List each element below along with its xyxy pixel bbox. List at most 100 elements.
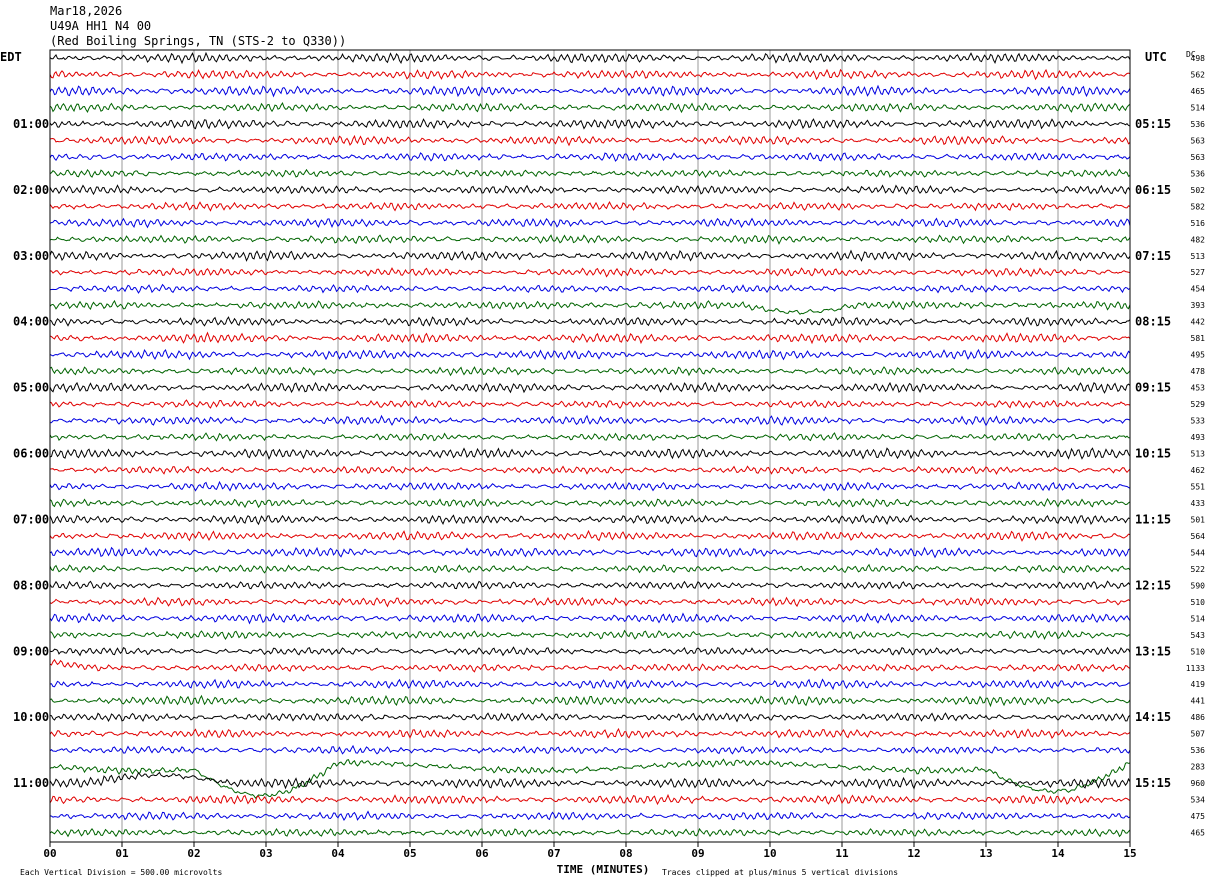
right-hour-label: 13:15 (1135, 644, 1171, 658)
seismic-trace-36 (49, 629, 1131, 641)
x-tick-label: 12 (907, 847, 920, 860)
x-tick-label: 03 (259, 847, 272, 860)
dc-offset-label: 1133 (1186, 664, 1205, 673)
dc-offset-label: 510 (1191, 598, 1206, 607)
x-tick-label: 02 (187, 847, 200, 860)
right-hour-label: 10:15 (1135, 447, 1171, 461)
dc-offset-label: 454 (1191, 285, 1206, 294)
dc-offset-label: 514 (1191, 614, 1206, 623)
dc-offset-label: 533 (1191, 417, 1206, 426)
seismic-traces (49, 51, 1131, 838)
dc-offset-label: 498 (1191, 54, 1206, 63)
seismic-trace-19 (49, 348, 1131, 361)
axis-labels: 00 01 02 03 04 05 06 07 08 09 10 11 12 13 14 15 01:00 02:… (13, 54, 1205, 860)
plot-frame (49, 49, 1131, 843)
left-timezone-label: EDT (0, 50, 22, 64)
seismic-trace-13 (49, 249, 1131, 262)
seismic-trace-2 (49, 68, 1131, 81)
dc-offset-label: 442 (1191, 318, 1206, 327)
seismic-trace-24 (49, 432, 1131, 442)
right-hour-label: 11:15 (1135, 512, 1171, 526)
dc-offset-label: 536 (1191, 120, 1206, 129)
seismic-trace-38 (49, 658, 1131, 673)
dc-offset-label: 482 (1191, 235, 1206, 244)
dc-label: DC (1186, 50, 1196, 59)
seismic-trace-29 (49, 514, 1131, 526)
dc-offset-label: 495 (1191, 351, 1206, 360)
seismic-trace-28 (49, 498, 1131, 509)
right-timezone-label: UTC (1145, 50, 1167, 64)
location-label: (Red Boiling Springs, TN (STS-2 to Q330)… (50, 34, 347, 48)
x-tick-label: 07 (547, 847, 560, 860)
seismic-trace-5 (49, 118, 1131, 130)
dc-offset-label: 543 (1191, 631, 1206, 640)
dc-offset-label: 563 (1191, 153, 1206, 162)
seismic-trace-22 (49, 399, 1131, 409)
dc-offset-label: 582 (1191, 202, 1206, 211)
right-hour-label: 09:15 (1135, 381, 1171, 395)
seismic-trace-21 (49, 381, 1131, 394)
date-label: Mar18,2026 (50, 4, 123, 18)
left-hour-label: 03:00 (13, 249, 49, 263)
dc-offset-label: 960 (1191, 779, 1206, 788)
seismic-trace-32 (49, 563, 1131, 574)
dc-offset-label: 419 (1191, 680, 1206, 689)
seismic-trace-27 (49, 480, 1131, 492)
station-label: U49A HH1 N4 00 (50, 19, 152, 33)
dc-offset-label: 462 (1191, 466, 1206, 475)
right-hour-label: 15:15 (1135, 776, 1171, 790)
seismic-trace-44 (49, 758, 1131, 799)
seismic-trace-10 (49, 201, 1131, 212)
x-tick-label: 11 (835, 847, 849, 860)
dc-offset-label: 522 (1191, 565, 1206, 574)
dc-offset-label: 516 (1191, 219, 1206, 228)
seismic-trace-30 (49, 529, 1131, 542)
seismic-trace-15 (49, 283, 1131, 294)
seismic-trace-23 (49, 414, 1131, 427)
dc-offset-label: 510 (1191, 647, 1206, 656)
seismic-trace-7 (49, 152, 1131, 162)
x-tick-label: 06 (475, 847, 489, 860)
dc-offset-label: 465 (1191, 87, 1206, 96)
left-hour-label: 09:00 (13, 644, 49, 658)
seismic-trace-33 (49, 580, 1131, 590)
dc-offset-label: 551 (1191, 482, 1206, 491)
dc-offset-label: 564 (1191, 532, 1206, 541)
right-hour-label: 06:15 (1135, 183, 1171, 197)
seismic-trace-4 (49, 102, 1131, 114)
seismic-trace-11 (49, 217, 1131, 229)
seismic-trace-34 (49, 596, 1131, 608)
dc-offset-label: 563 (1191, 136, 1206, 145)
dc-offset-label: 501 (1191, 515, 1206, 524)
dc-offset-label: 513 (1191, 450, 1206, 459)
dc-offset-label: 590 (1191, 581, 1206, 590)
seismic-trace-39 (49, 678, 1131, 691)
seismic-trace-14 (49, 267, 1131, 278)
dc-offset-label: 581 (1191, 334, 1206, 343)
seismic-trace-18 (49, 331, 1131, 345)
left-hour-label: 04:00 (13, 315, 49, 329)
seismic-trace-35 (49, 612, 1131, 625)
seismic-trace-6 (49, 134, 1131, 147)
x-tick-label: 10 (763, 847, 776, 860)
dc-offset-label: 544 (1191, 548, 1206, 557)
seismic-trace-31 (49, 546, 1131, 559)
dc-offset-label: 536 (1191, 169, 1206, 178)
dc-offset-label: 478 (1191, 367, 1206, 376)
dc-offset-label: 453 (1191, 384, 1206, 393)
dc-offset-label: 433 (1191, 499, 1206, 508)
dc-offset-label: 562 (1191, 70, 1206, 79)
right-hour-label: 14:15 (1135, 710, 1171, 724)
dc-offset-label: 514 (1191, 103, 1206, 112)
dc-offset-label: 527 (1191, 268, 1206, 277)
seismic-trace-17 (49, 316, 1131, 327)
dc-offset-label: 475 (1191, 812, 1206, 821)
left-hour-label: 10:00 (13, 710, 49, 724)
dc-offset-label: 465 (1191, 829, 1206, 838)
dc-offset-label: 536 (1191, 746, 1206, 755)
seismic-trace-42 (49, 727, 1131, 739)
seismic-trace-9 (49, 184, 1131, 196)
left-hour-label: 07:00 (13, 512, 49, 526)
x-tick-label: 09 (691, 847, 704, 860)
dc-offset-label: 393 (1191, 301, 1206, 310)
